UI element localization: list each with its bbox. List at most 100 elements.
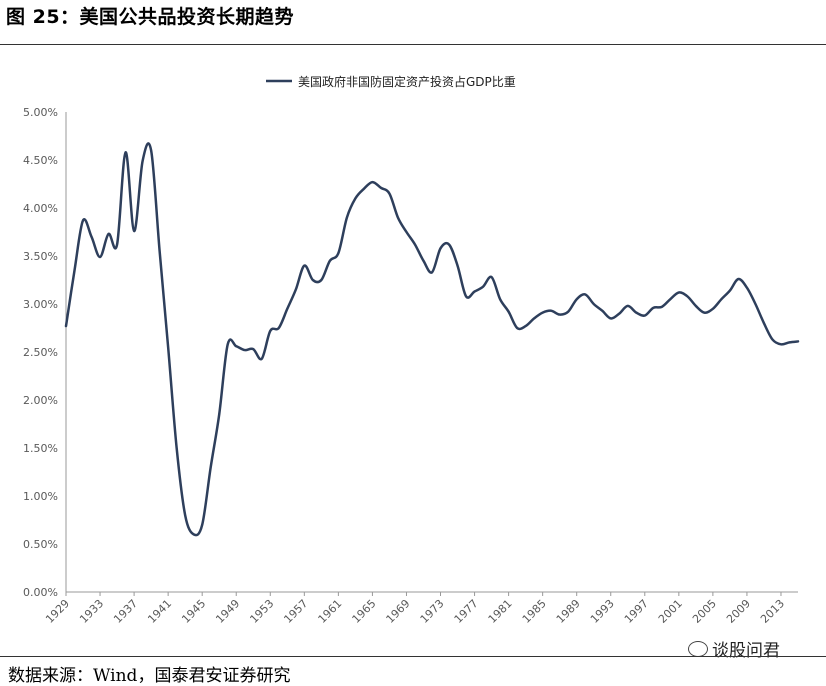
data-point-1943	[183, 513, 187, 517]
data-point-1983	[524, 324, 528, 328]
data-point-2009	[745, 286, 749, 290]
data-point-1964	[362, 187, 366, 191]
watermark-text: 谈股问君	[712, 641, 780, 661]
data-point-1942	[175, 446, 179, 450]
data-point-1980	[498, 297, 502, 301]
source-note: 数据来源：Wind，国泰君安证券研究	[8, 666, 291, 686]
data-point-1961	[336, 251, 340, 255]
x-tick-label: 1969	[384, 597, 413, 626]
data-point-1960	[328, 259, 332, 263]
data-point-1931	[81, 218, 85, 222]
data-point-1989	[575, 297, 579, 301]
data-point-1947	[217, 412, 221, 416]
y-tick-label: 5.00%	[23, 106, 58, 119]
data-point-1937	[132, 229, 136, 233]
data-point-2005	[711, 307, 715, 311]
data-point-2002	[685, 294, 689, 298]
data-point-1946	[209, 465, 213, 469]
x-tick-label: 1985	[520, 597, 549, 626]
data-point-2011	[762, 321, 766, 325]
series-line	[64, 142, 800, 537]
series-points	[64, 148, 800, 536]
data-point-1954	[277, 326, 281, 330]
data-point-2008	[736, 277, 740, 281]
chart-legend: 美国政府非国防固定资产投资占GDP比重	[266, 74, 516, 89]
data-point-1967	[387, 192, 391, 196]
x-tick-label: 1957	[281, 597, 310, 626]
data-point-1977	[473, 290, 477, 294]
data-point-2014	[787, 340, 791, 344]
y-tick-label: 0.00%	[23, 586, 58, 599]
data-point-1988	[566, 310, 570, 314]
data-point-1952	[260, 357, 264, 361]
data-point-2001	[677, 290, 681, 294]
data-point-1997	[643, 314, 647, 318]
data-point-1992	[600, 309, 604, 313]
watermark: 谈股问君	[688, 636, 780, 661]
x-tick-label: 1997	[622, 597, 651, 626]
data-point-1994	[617, 312, 621, 316]
data-point-1969	[404, 230, 408, 234]
x-tick-label: 1937	[111, 597, 140, 626]
data-point-1974	[447, 242, 451, 246]
y-tick-label: 4.00%	[23, 202, 58, 215]
y-tick-label: 3.00%	[23, 298, 58, 311]
x-tick-label: 1965	[350, 597, 379, 626]
data-point-1953	[268, 329, 272, 333]
data-point-1940	[158, 249, 162, 253]
data-point-1986	[549, 309, 553, 313]
bottom-divider	[0, 656, 826, 657]
x-tick-label: 1973	[418, 597, 447, 626]
y-tick-label: 4.50%	[23, 154, 58, 167]
data-point-1949	[234, 344, 238, 348]
data-point-1975	[456, 264, 460, 268]
data-point-1966	[379, 186, 383, 190]
data-point-1950	[243, 348, 247, 352]
x-tick-label: 1949	[213, 597, 242, 626]
data-point-1971	[421, 259, 425, 263]
x-tick-label: 2013	[758, 597, 787, 626]
x-tick-label: 1941	[145, 597, 174, 626]
x-axis-ticks: 1929 1933 1937 1941 1945 1949 1953 1957 1961 1965…	[43, 592, 787, 626]
data-point-1948	[226, 342, 230, 346]
x-tick-label: 1977	[452, 597, 481, 626]
y-tick-label: 0.50%	[23, 538, 58, 551]
data-point-1930	[73, 268, 77, 272]
data-point-1932	[90, 235, 94, 239]
data-point-1962	[345, 216, 349, 220]
y-tick-label: 1.00%	[23, 490, 58, 503]
data-point-2012	[770, 338, 774, 342]
data-point-1990	[583, 292, 587, 296]
data-point-1959	[319, 278, 323, 282]
data-point-2003	[694, 304, 698, 308]
y-axis-ticks: 0.00% 0.50% 1.00% 1.50% 2.00% 2.50% 3.00% 3.50%…	[23, 106, 58, 599]
data-point-1999	[660, 305, 664, 309]
x-tick-label: 1933	[77, 597, 106, 626]
data-point-1995	[626, 304, 630, 308]
data-point-2013	[779, 342, 783, 346]
data-point-1996	[634, 311, 638, 315]
x-tick-label: 1989	[554, 597, 583, 626]
data-point-2015	[796, 339, 800, 343]
line-chart: 美国政府非国防固定资产投资占GDP比重 0.00% 0.50% 1.00% 1.50%…	[23, 74, 800, 626]
legend-label: 美国政府非国防固定资产投资占GDP比重	[298, 74, 516, 89]
data-point-1933	[98, 255, 102, 259]
data-point-1982	[515, 326, 519, 330]
x-tick-label: 2005	[690, 597, 719, 626]
wechat-icon	[688, 641, 708, 657]
x-tick-label: 2001	[656, 597, 685, 626]
data-point-1939	[149, 148, 153, 152]
data-point-1944	[192, 532, 196, 536]
data-point-1970	[413, 242, 417, 246]
data-point-1941	[166, 345, 170, 349]
data-point-1956	[294, 288, 298, 292]
x-tick-label: 1929	[43, 597, 72, 626]
y-tick-label: 2.50%	[23, 346, 58, 359]
top-divider	[0, 44, 826, 45]
data-point-2006	[719, 297, 723, 301]
data-point-1976	[464, 294, 468, 298]
data-point-1945	[200, 523, 204, 527]
x-tick-label: 1945	[179, 597, 208, 626]
data-point-1963	[353, 196, 357, 200]
data-point-1979	[490, 275, 494, 279]
